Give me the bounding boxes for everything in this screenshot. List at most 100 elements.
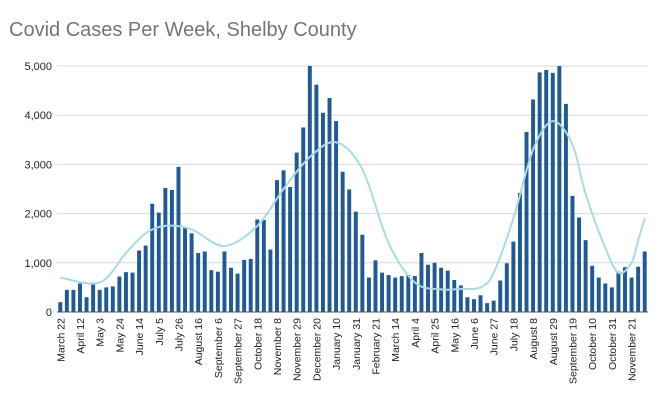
bar — [386, 275, 391, 312]
bar — [517, 192, 522, 312]
bar — [380, 272, 385, 312]
x-tick-label: March 22 — [55, 318, 67, 362]
bar — [137, 250, 142, 312]
bar — [215, 271, 220, 312]
bar — [176, 166, 181, 312]
x-tick-label: May 24 — [114, 318, 126, 353]
x-tick-label: October 31 — [607, 318, 619, 370]
x-tick-label: August 8 — [528, 318, 540, 360]
bar — [373, 260, 378, 312]
trend-line — [60, 120, 646, 291]
bar — [117, 276, 122, 312]
bar — [84, 297, 89, 312]
x-tick-label: August 29 — [548, 318, 560, 365]
bar — [616, 271, 621, 312]
bar — [623, 267, 627, 312]
bar — [498, 280, 503, 312]
bar — [583, 240, 588, 312]
bar — [636, 266, 641, 312]
bar — [445, 270, 450, 312]
bar — [347, 189, 352, 312]
x-tick-label: March 14 — [390, 318, 402, 362]
bar — [307, 66, 312, 312]
bar — [327, 97, 332, 312]
bar — [314, 84, 319, 312]
bar — [150, 203, 155, 312]
bar — [472, 299, 476, 312]
bar — [603, 283, 608, 312]
bar — [235, 273, 240, 312]
bar — [261, 219, 266, 312]
bar — [58, 302, 63, 312]
bar — [590, 265, 595, 312]
y-tick-label: 5,000 — [24, 61, 52, 73]
bar — [609, 287, 614, 312]
bar — [143, 245, 148, 312]
x-tick-label: July 18 — [508, 318, 520, 351]
bar — [104, 287, 109, 312]
x-tick-label: November 21 — [627, 318, 639, 381]
bar — [412, 276, 417, 312]
bar — [110, 286, 115, 312]
bar — [294, 152, 299, 312]
bar — [557, 66, 562, 312]
x-tick-label: July 26 — [173, 318, 185, 351]
x-tick-label: May 3 — [95, 318, 107, 347]
bars — [58, 66, 647, 313]
x-tick-label: February 21 — [370, 318, 382, 375]
bar — [596, 277, 601, 312]
y-axis: 0 1,000 2,000 3,000 4,000 5,000 — [24, 61, 52, 319]
x-tick-label: September 27 — [233, 318, 245, 384]
bar — [642, 251, 647, 312]
bar — [563, 103, 568, 312]
x-tick-label: January 31 — [351, 318, 363, 370]
bar — [169, 189, 174, 312]
x-tick-label: August 16 — [193, 318, 205, 365]
bar — [524, 131, 529, 312]
x-tick-label: September 19 — [567, 318, 579, 384]
bar — [202, 251, 207, 312]
bar — [478, 295, 483, 312]
y-tick-label: 1,000 — [24, 258, 52, 270]
chart-title: Covid Cases Per Week, Shelby County — [9, 19, 357, 41]
bar — [419, 252, 424, 312]
bar — [209, 270, 214, 312]
x-tick-label: October 10 — [587, 318, 599, 370]
bar — [71, 289, 76, 312]
bar — [360, 234, 365, 312]
bar — [163, 188, 168, 312]
bar — [196, 252, 201, 312]
bar — [393, 277, 398, 312]
x-tick-label: April 4 — [410, 318, 422, 348]
y-tick-label: 2,000 — [24, 209, 52, 221]
x-tick-label: May 16 — [449, 318, 461, 353]
bar — [550, 72, 555, 312]
bar — [64, 289, 69, 312]
bar — [91, 282, 96, 312]
x-tick-label: December 20 — [311, 318, 323, 381]
y-tick-label: 4,000 — [24, 110, 52, 122]
bar — [281, 170, 286, 312]
x-tick-label: October 18 — [252, 318, 264, 370]
bar — [629, 277, 634, 312]
bar — [504, 263, 509, 312]
bar — [531, 99, 536, 313]
x-tick-label: September 6 — [213, 318, 225, 378]
bar — [465, 297, 470, 312]
x-tick-label: June 6 — [469, 318, 481, 350]
bar — [485, 303, 490, 312]
bar — [123, 272, 128, 312]
bar — [399, 276, 404, 312]
bar — [366, 277, 371, 312]
bar — [452, 280, 457, 312]
x-tick-label: June 14 — [134, 318, 146, 356]
bar — [97, 289, 102, 312]
x-tick-label: April 25 — [430, 318, 442, 354]
bar — [353, 211, 358, 312]
x-tick-label: January 10 — [331, 318, 343, 370]
x-axis: March 22 April 12 May 3 May 24 June 14 July 5… — [55, 318, 638, 384]
bar — [577, 217, 582, 312]
y-tick-label: 0 — [46, 307, 52, 319]
bar — [340, 171, 345, 312]
